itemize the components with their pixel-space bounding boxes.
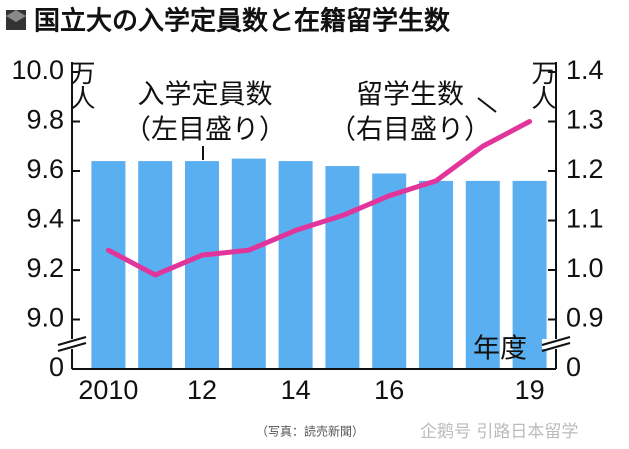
line-label: 留学生数 bbox=[356, 80, 464, 111]
bar-label: 入学定員数 bbox=[138, 80, 273, 111]
x-tick-label: 12 bbox=[187, 375, 217, 405]
x-axis-unit: 年度 bbox=[473, 334, 527, 365]
y2ticks-label: 1.4 bbox=[566, 55, 604, 85]
axis-break-gap bbox=[542, 339, 570, 349]
bar bbox=[465, 180, 500, 369]
axis-break bbox=[57, 342, 87, 352]
chart-title: 国立大の入学定員数と在籍留学生数 bbox=[34, 6, 451, 37]
axis-break bbox=[541, 336, 571, 346]
bar bbox=[372, 173, 407, 369]
axis-break bbox=[541, 342, 571, 352]
x-tick-label: 2010 bbox=[78, 375, 138, 405]
x-tick-label: 19 bbox=[515, 375, 545, 405]
watermark: 企鹅号 引路日本留学 bbox=[420, 422, 578, 442]
line-label-note: （右目盛り） bbox=[329, 115, 491, 146]
y2ticks-label: 1.3 bbox=[566, 105, 604, 135]
bar bbox=[91, 161, 126, 369]
bar bbox=[419, 180, 453, 369]
yticks-label: 9.2 bbox=[26, 253, 64, 283]
yticks-label: 9.6 bbox=[26, 154, 64, 184]
y2ticks-label: 1.2 bbox=[566, 154, 604, 184]
axis-break-gap bbox=[58, 339, 86, 349]
bar bbox=[231, 158, 266, 369]
y2ticks-label: 0.9 bbox=[566, 303, 604, 333]
bar bbox=[512, 180, 547, 369]
yticks-label: 10.0 bbox=[11, 55, 64, 85]
x-tick-label: 14 bbox=[281, 375, 311, 405]
yticks-label: 9.4 bbox=[26, 204, 64, 234]
axis-break bbox=[57, 336, 87, 346]
y2-unit: 万人 bbox=[528, 60, 557, 110]
bar-label-note: （左目盛り） bbox=[124, 115, 286, 146]
yticks-label: 9.0 bbox=[26, 303, 64, 333]
bar bbox=[325, 166, 360, 369]
bar bbox=[278, 161, 313, 369]
title-icon-top bbox=[6, 10, 26, 22]
bar bbox=[138, 161, 173, 369]
bar bbox=[185, 161, 219, 369]
yticks-label: 9.8 bbox=[26, 105, 64, 135]
y2ticks-label: 1.1 bbox=[566, 204, 604, 234]
x-tick-label: 16 bbox=[374, 375, 404, 405]
y2ticks-label: 1.0 bbox=[566, 253, 604, 283]
y2ticks-label: 0 bbox=[566, 352, 581, 382]
leader-line bbox=[477, 97, 497, 113]
yticks-label: 0 bbox=[49, 352, 64, 382]
line bbox=[105, 119, 533, 278]
source: （写真：読売新聞） bbox=[256, 424, 364, 439]
